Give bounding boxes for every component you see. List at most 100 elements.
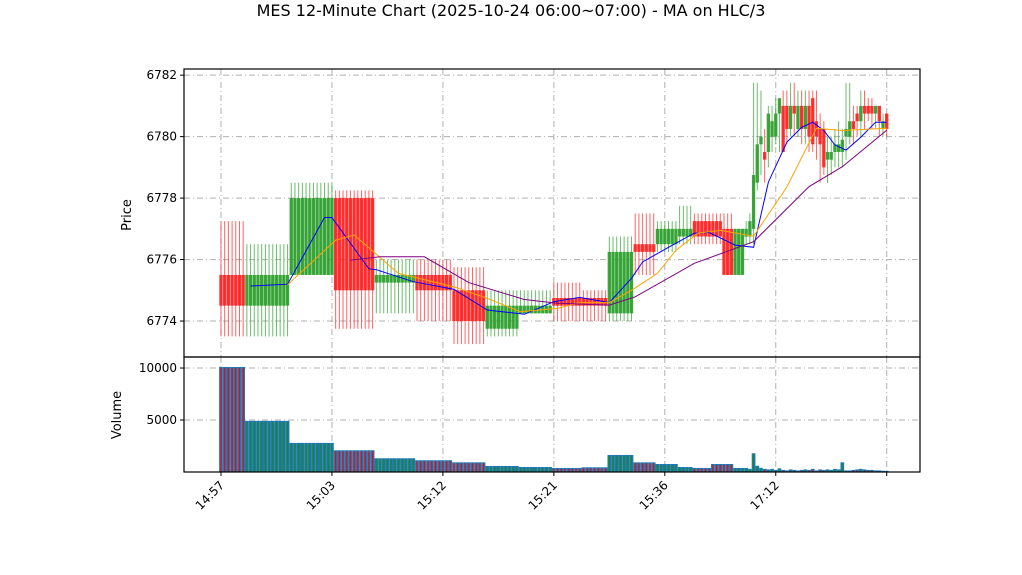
candle-body [504, 305, 508, 329]
candle-body [511, 305, 515, 329]
candle-body [263, 274, 268, 306]
candle-body [822, 128, 826, 168]
volume-bar-direction [386, 459, 388, 472]
candle-body [493, 305, 497, 329]
volume-bar-direction [727, 464, 729, 472]
candle-body [596, 297, 600, 306]
candle-body [293, 198, 297, 275]
volume-bar-direction [738, 468, 740, 472]
volume-bar-direction [612, 455, 614, 472]
volume-bar-direction [764, 469, 766, 472]
candle-body [851, 121, 856, 129]
volume-bar-direction [246, 421, 248, 472]
candle-body [308, 198, 312, 275]
candle-body [219, 274, 223, 306]
volume-bar-direction [238, 367, 241, 472]
candle-body [618, 251, 623, 314]
candle-body [426, 274, 430, 291]
candle-body [659, 228, 663, 245]
volume-bar-direction [331, 443, 333, 472]
volume-bar-direction [819, 470, 821, 472]
candle-body [873, 105, 878, 114]
candle-body [422, 274, 427, 291]
candle-body [648, 244, 652, 252]
volume-bar-direction [630, 455, 633, 472]
volume-bar-direction [616, 455, 618, 472]
volume-bar-direction [523, 468, 525, 472]
volume-bar-direction [446, 461, 448, 472]
volume-bar-direction [512, 466, 514, 472]
volume-bar-direction [834, 469, 836, 472]
volume-bar-direction [771, 469, 773, 472]
volume-bar-direction [368, 451, 370, 472]
volume-bar-direction [471, 463, 474, 472]
volume-bar-direction [534, 468, 536, 472]
candle-body [289, 198, 293, 275]
volume-bar-direction [349, 451, 351, 472]
volume-bar-direction [383, 459, 385, 472]
volume-bar-direction [364, 451, 366, 472]
candle-body [585, 297, 589, 306]
candle-body [285, 274, 290, 306]
candle-body [223, 274, 227, 306]
candle-body [785, 105, 789, 129]
volume-bar-direction [656, 464, 658, 472]
volume-bar-direction [838, 470, 840, 472]
x-tick-label: 15:12 [415, 478, 449, 512]
volume-bar-direction [475, 463, 477, 472]
candle-body [448, 274, 452, 291]
candle-body [848, 121, 852, 137]
candle-body [278, 274, 282, 306]
volume-bar-direction [353, 451, 355, 472]
volume-bar-direction [283, 421, 285, 472]
candle-body [611, 251, 615, 314]
candle-body [811, 98, 815, 145]
candle-body [485, 305, 489, 329]
volume-bar-direction [464, 463, 466, 472]
volume-bar-direction [586, 468, 588, 472]
candle-body [382, 274, 386, 283]
candle-body [400, 274, 404, 283]
volume-bar-direction [320, 443, 322, 472]
volume-bar-direction [601, 468, 603, 472]
candle-body [496, 305, 501, 329]
volume-bar-direction [812, 469, 814, 472]
volume-bar-direction [294, 443, 296, 472]
volume-bar-direction [261, 421, 263, 472]
volume-bar-direction [453, 463, 455, 472]
candle-body [481, 290, 486, 322]
volume-bar-direction [538, 468, 540, 472]
candle-body [407, 274, 412, 283]
volume-bar-direction [338, 451, 340, 472]
volume-bar-direction [760, 468, 762, 472]
volume-bar-direction [590, 468, 592, 472]
volume-bar-direction [298, 443, 300, 472]
candle-body [489, 305, 493, 329]
price-tick-label: 6776 [146, 253, 177, 267]
volume-bar-direction [693, 468, 695, 472]
volume-bar-direction [645, 463, 647, 472]
candle-body [685, 228, 689, 237]
volume-tick-label: 10000 [139, 361, 177, 375]
candle-body [574, 297, 578, 306]
volume-bar-direction [372, 451, 374, 472]
candle-body [589, 297, 593, 306]
volume-bar-direction [279, 421, 281, 472]
volume-bar-direction [653, 463, 655, 472]
volume-bar-direction [312, 443, 315, 472]
candle-body [404, 274, 408, 283]
moving-average-lines [250, 121, 888, 315]
volume-bar-direction [778, 469, 781, 472]
volume-bar-direction [434, 461, 437, 472]
candle-body [751, 175, 756, 229]
candle-body [881, 121, 885, 129]
x-tick-label: 15:36 [637, 478, 671, 512]
candle-body [703, 221, 708, 237]
volume-bar-direction [619, 455, 621, 472]
volume-tick-label: 5000 [146, 413, 177, 427]
volume-bar-direction [290, 443, 292, 472]
candle-body [389, 274, 393, 283]
candle-body [615, 251, 619, 314]
candle-body [733, 228, 737, 275]
candle-body [474, 290, 478, 322]
